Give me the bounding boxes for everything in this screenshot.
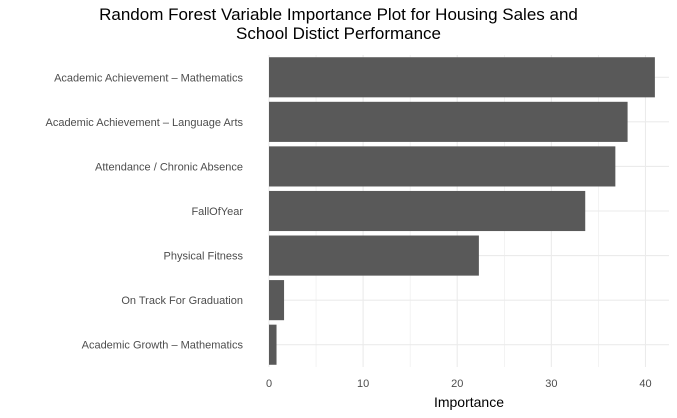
bars bbox=[269, 57, 655, 365]
category-label: Academic Achievement – Language Arts bbox=[45, 117, 243, 129]
category-label: Attendance / Chronic Absence bbox=[95, 161, 243, 173]
category-label: Physical Fitness bbox=[164, 251, 244, 263]
x-tick-labels: 0 10 20 30 40 bbox=[266, 378, 652, 390]
x-tick-label: 10 bbox=[357, 378, 369, 390]
category-label: On Track For Graduation bbox=[121, 295, 243, 307]
x-tick-label: 0 bbox=[266, 378, 272, 390]
chart-title-line-2: School Distict Performance bbox=[235, 24, 442, 43]
bar bbox=[269, 57, 655, 98]
category-labels: Academic Achievement – Mathematics Academ… bbox=[45, 72, 243, 351]
x-axis-title: Importance bbox=[434, 394, 504, 410]
x-tick-label: 40 bbox=[639, 378, 651, 390]
bar bbox=[269, 146, 616, 187]
category-label: Academic Achievement – Mathematics bbox=[54, 72, 243, 84]
bar bbox=[269, 324, 277, 365]
category-label: Academic Growth – Mathematics bbox=[82, 340, 244, 352]
bar bbox=[269, 190, 586, 232]
bar bbox=[269, 235, 479, 276]
bar bbox=[269, 101, 628, 142]
bar bbox=[269, 280, 285, 321]
category-label: FallOfYear bbox=[191, 206, 243, 218]
x-tick-label: 20 bbox=[451, 378, 463, 390]
x-tick-label: 30 bbox=[545, 378, 557, 390]
chart-title-line-1: Random Forest Variable Importance Plot f… bbox=[99, 5, 578, 24]
